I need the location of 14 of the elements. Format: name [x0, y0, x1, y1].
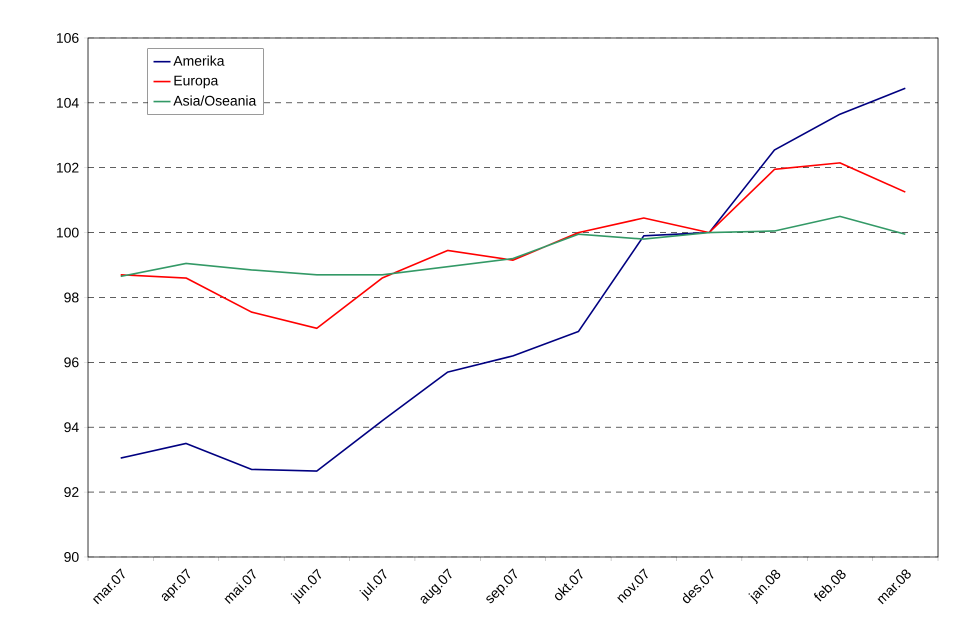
y-tick-label: 104: [56, 98, 79, 108]
y-tick-label: 92: [64, 487, 78, 498]
y-tick-label: 90: [64, 552, 79, 562]
legend-label: Europa: [174, 76, 218, 88]
y-tick-label: 100: [56, 228, 79, 238]
legend-label: Asia/Oseania: [173, 95, 256, 106]
line-series: [120, 87, 906, 472]
line-series: [120, 162, 906, 330]
y-tick-label: 98: [64, 292, 79, 302]
y-tick-label: 106: [56, 33, 79, 43]
y-tick-label: 96: [64, 357, 79, 368]
y-tick-label: 94: [64, 422, 79, 432]
y-tick-label: 102: [56, 162, 78, 173]
legend-label: Amerika: [173, 56, 224, 66]
